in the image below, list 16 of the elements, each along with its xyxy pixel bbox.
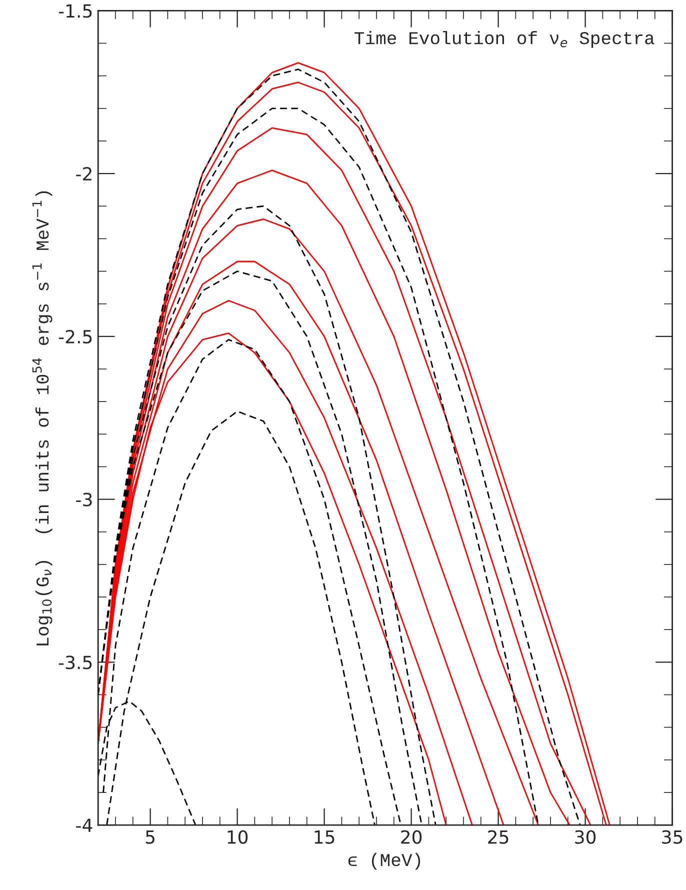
y-tick-label: -3.5 [58,656,92,670]
x-tick-label: 10 [228,830,248,844]
y-tick-label: -2.5 [58,330,92,344]
x-tick-label: 5 [146,830,154,844]
y-tick-label: -4 [76,818,92,832]
x-tick-label: 20 [401,830,422,844]
text: Log$_{10}$(G$_{ν}$) (in units of 10$^{54}$ ergs s$^{−1}$ MeV$^{−1}$) [32,191,52,646]
x-tick-label: 25 [488,830,508,844]
x-tick-label: 35 [662,830,682,844]
y-tick-label: -3 [76,492,92,506]
x-axis-title: ϵ (MeV) [348,852,420,870]
x-tick-label: 30 [575,830,596,844]
y-tick-label: -1.5 [58,4,92,18]
text: Time Evolution of ν$_{e}$ Spectra [354,31,654,48]
x-tick-label: 15 [314,830,334,844]
y-tick-label: -2 [76,167,92,180]
